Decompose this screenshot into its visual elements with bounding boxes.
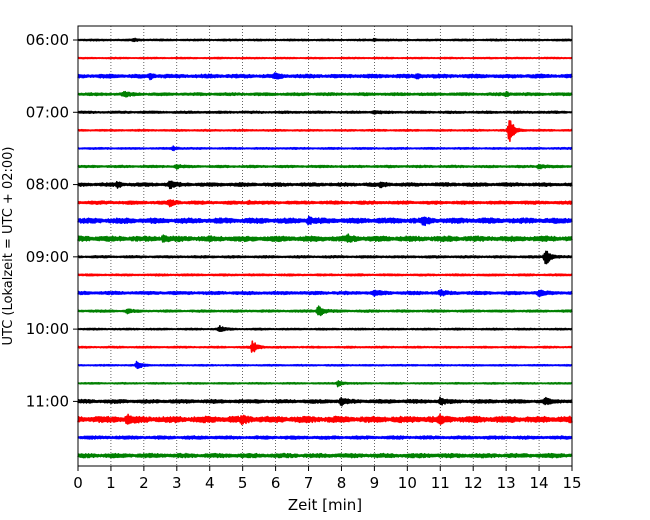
x-axis-label: Zeit [min] — [288, 496, 362, 514]
x-tick-label: 8 — [337, 474, 347, 492]
y-tick-label: 08:00 — [26, 176, 69, 194]
y-tick-label: 10:00 — [26, 320, 69, 338]
x-tick-label: 7 — [304, 474, 314, 492]
x-tick-label: 12 — [464, 474, 483, 492]
trace-0845 — [77, 233, 573, 243]
y-axis-label: UTC (Lokalzeit = UTC + 02:00) — [1, 147, 16, 346]
y-tick-label: 06:00 — [26, 31, 69, 49]
trace-0730 — [77, 145, 573, 152]
trace-0715 — [77, 120, 573, 143]
x-tick-label: 13 — [497, 474, 516, 492]
x-tick-label: 9 — [370, 474, 380, 492]
x-tick-label: 0 — [73, 474, 83, 492]
x-axis-ticks: 0 1 2 3 4 5 6 7 8 9 10 11 12 13 14 15 — [73, 466, 582, 492]
trace-0915 — [77, 273, 573, 277]
trace-0645 — [77, 90, 573, 98]
x-tick-label: 3 — [172, 474, 182, 492]
trace-0630 — [77, 72, 573, 81]
trace-group — [77, 37, 573, 459]
y-axis-ticks: 06:00 07:00 08:00 09:00 10:00 11:00 — [26, 31, 78, 410]
trace-1030 — [77, 360, 573, 370]
trace-0815 — [77, 199, 573, 208]
x-tick-label: 14 — [530, 474, 549, 492]
grid-lines — [110, 26, 540, 466]
x-tick-label: 10 — [398, 474, 417, 492]
y-tick-label: 11:00 — [26, 392, 69, 410]
trace-1100 — [77, 396, 573, 407]
trace-0745 — [77, 163, 573, 170]
trace-0800 — [77, 180, 573, 190]
trace-0600 — [77, 37, 573, 43]
trace-1045 — [77, 380, 573, 388]
x-tick-label: 15 — [562, 474, 581, 492]
trace-0900 — [77, 250, 573, 265]
trace-1145 — [77, 452, 573, 459]
trace-0945 — [77, 305, 573, 317]
x-tick-label: 6 — [271, 474, 281, 492]
trace-0615 — [77, 56, 573, 60]
y-tick-label: 07:00 — [26, 103, 69, 121]
x-tick-label: 5 — [238, 474, 248, 492]
trace-0930 — [77, 289, 573, 298]
trace-1115 — [77, 413, 573, 426]
trace-0700 — [77, 109, 573, 115]
trace-1000 — [77, 325, 573, 333]
x-tick-label: 11 — [431, 474, 450, 492]
trace-0830 — [77, 215, 573, 227]
trace-1015 — [77, 340, 573, 353]
x-tick-label: 4 — [205, 474, 215, 492]
plot-frame — [77, 25, 573, 467]
x-tick-label: 1 — [106, 474, 116, 492]
y-tick-label: 09:00 — [26, 248, 69, 266]
trace-1130 — [77, 435, 573, 440]
x-tick-label: 2 — [139, 474, 149, 492]
